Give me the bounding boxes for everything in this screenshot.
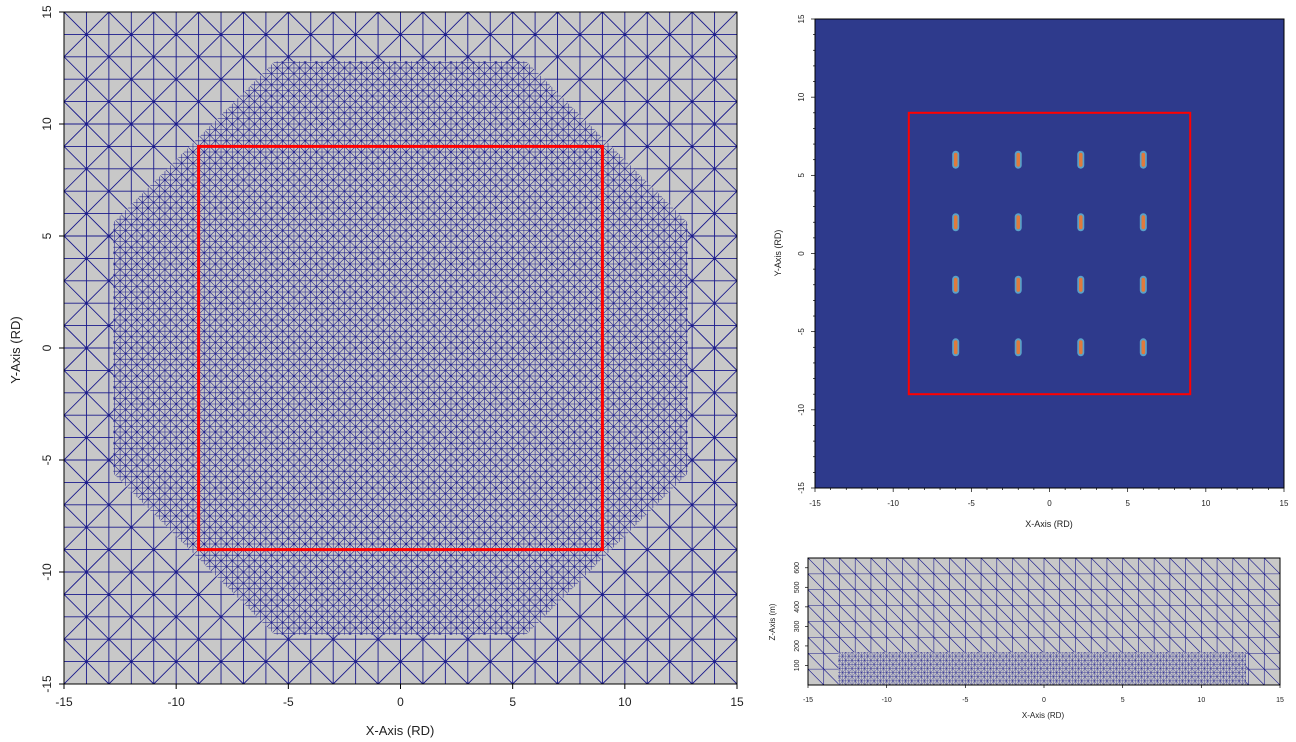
well-marker	[1078, 340, 1083, 355]
mesh-plan-panel: -15 -10 -5 0 5 10 15 -15 -10 -5 0 5 10 15 X-Axis (RD)…	[8, 5, 744, 738]
well-field-ytick-label: -15	[797, 482, 806, 494]
mesh-plan-ytick-label: 15	[40, 5, 54, 19]
well-field-ylabel: Y-Axis (RD)	[773, 230, 783, 277]
well-field-ytick-label: 5	[797, 173, 806, 178]
well-field-xtick-label: 10	[1201, 499, 1210, 508]
mesh-section-xtick-label: 0	[1042, 697, 1046, 704]
mesh-section-xtick-label: 10	[1197, 697, 1205, 704]
mesh-section-ztick-label: 400	[794, 601, 801, 613]
mesh-section-ticks: -15 -10 -5 0 5 10 15 100 200 300 400 500 600	[794, 562, 1284, 704]
mesh-plan-refined-zone	[113, 61, 688, 635]
mesh-plan-ylabel: Y-Axis (RD)	[8, 316, 23, 383]
mesh-plan-xtick-label: -15	[55, 695, 73, 709]
well-marker	[1016, 277, 1021, 292]
well-marker	[1016, 152, 1021, 167]
well-marker	[953, 277, 958, 292]
well-field-xtick-label: -5	[968, 499, 976, 508]
well-field-background	[815, 19, 1284, 488]
mesh-section-ztick-label: 100	[794, 660, 801, 672]
well-field-ytick-label: -5	[797, 328, 806, 336]
mesh-plan-highlight-box	[197, 144, 604, 552]
well-marker	[1078, 215, 1083, 230]
mesh-section-ztick-label: 200	[794, 640, 801, 652]
mesh-plan-ytick-label: -5	[40, 454, 54, 465]
mesh-plan-xtick-label: 15	[730, 695, 744, 709]
well-field-panel: -15 -10 -5 0 5 10 15 -15 -10 -5 0 5 10 15 X-Axis (RD)…	[773, 14, 1289, 529]
well-marker	[1141, 215, 1146, 230]
well-marker	[1141, 340, 1146, 355]
mesh-plan-ytick-label: -10	[40, 563, 54, 581]
well-field-xtick-label: 15	[1280, 499, 1289, 508]
well-marker	[953, 215, 958, 230]
mesh-section-xtick-label: 5	[1121, 697, 1125, 704]
well-marker	[1141, 277, 1146, 292]
mesh-section-xtick-label: -10	[882, 697, 892, 704]
mesh-plan-xtick-label: 10	[618, 695, 632, 709]
well-marker	[953, 152, 958, 167]
mesh-section-xtick-label: 15	[1276, 697, 1284, 704]
well-field-xtick-label: -15	[809, 499, 821, 508]
well-marker	[1141, 152, 1146, 167]
well-field-highlight-box	[907, 111, 1192, 396]
mesh-section-xtick-label: -5	[962, 697, 968, 704]
mesh-plan-xtick-label: -10	[167, 695, 185, 709]
well-field-ytick-label: -10	[797, 404, 806, 416]
well-field-ytick-label: 0	[797, 251, 806, 256]
mesh-plan-ytick-label: 5	[40, 232, 54, 239]
mesh-section-xlabel: X-Axis (RD)	[1022, 711, 1065, 720]
well-marker	[953, 340, 958, 355]
mesh-plan-ticks: -15 -10 -5 0 5 10 15 -15 -10 -5 0 5 10 15	[40, 5, 744, 709]
well-markers	[952, 150, 1147, 357]
mesh-plan-xlabel: X-Axis (RD)	[366, 723, 435, 738]
well-marker	[1016, 215, 1021, 230]
well-marker	[1078, 277, 1083, 292]
mesh-plan-xtick-label: 0	[397, 695, 404, 709]
mesh-plan-ytick-label: 0	[40, 344, 54, 351]
mesh-section-ztick-label: 500	[794, 581, 801, 593]
well-marker	[1016, 340, 1021, 355]
mesh-section-ztick-label: 300	[794, 620, 801, 632]
mesh-plan-xtick-label: -5	[283, 695, 294, 709]
well-field-ticks: -15 -10 -5 0 5 10 15 -15 -10 -5 0 5 10 15	[797, 14, 1289, 508]
well-field-ytick-label: 15	[797, 14, 806, 23]
mesh-plan-ytick-label: -15	[40, 675, 54, 693]
mesh-section-refined-layer	[838, 652, 1246, 685]
mesh-plan-xtick-label: 5	[509, 695, 516, 709]
mesh-section-panel: -15 -10 -5 0 5 10 15 100 200 300 400 500 600 X-Axis …	[768, 557, 1284, 720]
mesh-plan-ytick-label: 10	[40, 117, 54, 131]
mesh-section-ylabel: Z-Axis (m)	[768, 603, 777, 640]
well-field-xlabel: X-Axis (RD)	[1025, 519, 1073, 529]
well-field-xtick-label: -10	[887, 499, 899, 508]
mesh-section-ztick-label: 600	[794, 562, 801, 574]
mesh-section-xtick-label: -15	[803, 697, 813, 704]
well-marker	[1078, 152, 1083, 167]
well-field-xtick-label: 0	[1047, 499, 1052, 508]
well-field-ytick-label: 10	[797, 92, 806, 101]
well-field-xtick-label: 5	[1125, 499, 1130, 508]
